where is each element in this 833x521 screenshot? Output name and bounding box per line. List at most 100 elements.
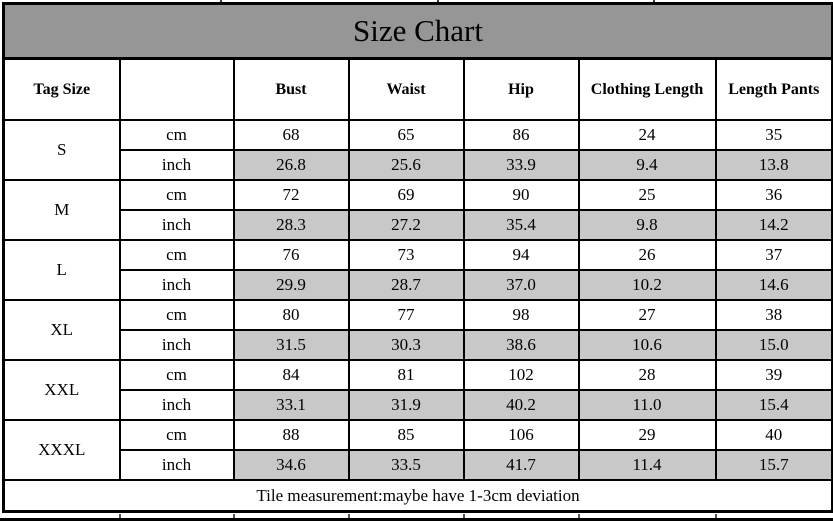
measurement-cell: 80 [232, 299, 350, 331]
size-row-XL-inch: inch 31.5 30.3 38.6 10.6 15.0 [4, 329, 833, 361]
measurement-cell: 15.4 [714, 389, 833, 421]
measurement-cell: 86 [462, 119, 580, 151]
crop-artifact-tick [715, 514, 717, 519]
measurement-cell: 26.8 [232, 149, 350, 181]
measurement-cell: 90 [462, 179, 580, 211]
measurement-cell: 27.2 [347, 209, 465, 241]
measurement-cell: 31.9 [347, 389, 465, 421]
measurement-cell: 25.6 [347, 149, 465, 181]
measurement-cell: 15.0 [714, 329, 833, 361]
measurement-cell: 73 [347, 239, 465, 271]
unit-label-cell: cm [118, 419, 235, 451]
unit-label-cell: inch [118, 209, 235, 241]
tag-size-cell: M [2, 179, 121, 241]
measurement-cell: 106 [462, 419, 580, 451]
crop-artifact-tick [119, 514, 121, 519]
size-row-S-inch: inch 26.8 25.6 33.9 9.4 13.8 [4, 149, 833, 181]
tag-size-cell: XXL [2, 359, 121, 421]
measurement-cell: 72 [232, 179, 350, 211]
size-row-L-inch: inch 29.9 28.7 37.0 10.2 14.6 [4, 269, 833, 301]
title-row: Size Chart [2, 2, 833, 60]
tag-size-cell: S [2, 119, 121, 181]
unit-label-cell: inch [118, 329, 235, 361]
header-row: Tag Size Bust Waist Hip Clothing Length … [2, 57, 833, 121]
measurement-cell: 9.8 [577, 209, 717, 241]
measurement-cell: 9.4 [577, 149, 717, 181]
measurement-cell: 33.5 [347, 449, 465, 481]
unit-label-cell: cm [118, 239, 235, 271]
measurement-cell: 11.0 [577, 389, 717, 421]
size-row-XL-cm: XL cm 80 77 98 27 38 [2, 299, 833, 361]
measurement-cell: 28.3 [232, 209, 350, 241]
measurement-cell: 69 [347, 179, 465, 211]
tag-size-cell: L [2, 239, 121, 301]
measurement-cell: 28 [577, 359, 717, 391]
measurement-cell: 24 [577, 119, 717, 151]
crop-artifact-tick [220, 0, 222, 3]
crop-artifact-tick [348, 514, 350, 519]
measurement-cell: 77 [347, 299, 465, 331]
measurement-cell: 76 [232, 239, 350, 271]
measurement-cell: 29.9 [232, 269, 350, 301]
measurement-cell: 102 [462, 359, 580, 391]
measurement-cell: 38.6 [462, 329, 580, 361]
measurement-cell: 94 [462, 239, 580, 271]
chart-title: Size Chart [2, 2, 833, 60]
measurement-cell: 33.9 [462, 149, 580, 181]
unit-label-cell: cm [118, 299, 235, 331]
col-header-unit [118, 57, 235, 121]
measurement-cell: 68 [232, 119, 350, 151]
measurement-cell: 30.3 [347, 329, 465, 361]
next-table-top-border [0, 518, 833, 521]
size-chart-table: Size Chart Tag Size Bust Waist Hip Cloth… [2, 2, 833, 513]
measurement-cell: 40.2 [462, 389, 580, 421]
col-header-length-pants: Length Pants [714, 57, 833, 121]
unit-label-cell: inch [118, 269, 235, 301]
measurement-cell: 88 [232, 419, 350, 451]
measurement-cell: 29 [577, 419, 717, 451]
measurement-cell: 98 [462, 299, 580, 331]
measurement-cell: 40 [714, 419, 833, 451]
crop-artifact-tick [578, 514, 580, 519]
size-row-XXL-inch: inch 33.1 31.9 40.2 11.0 15.4 [4, 389, 833, 421]
measurement-cell: 34.6 [232, 449, 350, 481]
unit-label-cell: cm [118, 359, 235, 391]
col-header-waist: Waist [347, 57, 465, 121]
measurement-cell: 36 [714, 179, 833, 211]
size-row-XXXL-inch: inch 34.6 33.5 41.7 11.4 15.7 [4, 449, 833, 481]
footer-note: Tile measurement:maybe have 1-3cm deviat… [2, 479, 833, 513]
measurement-cell: 81 [347, 359, 465, 391]
col-header-bust: Bust [232, 57, 350, 121]
measurement-cell: 33.1 [232, 389, 350, 421]
measurement-cell: 41.7 [462, 449, 580, 481]
measurement-cell: 10.6 [577, 329, 717, 361]
measurement-cell: 65 [347, 119, 465, 151]
measurement-cell: 35 [714, 119, 833, 151]
measurement-cell: 13.8 [714, 149, 833, 181]
crop-artifact-tick [233, 514, 235, 519]
crop-artifact-tick [463, 514, 465, 519]
col-header-hip: Hip [462, 57, 580, 121]
measurement-cell: 37.0 [462, 269, 580, 301]
measurement-cell: 11.4 [577, 449, 717, 481]
measurement-cell: 15.7 [714, 449, 833, 481]
col-header-tag-size: Tag Size [2, 57, 121, 121]
measurement-cell: 27 [577, 299, 717, 331]
size-row-XXL-cm: XXL cm 84 81 102 28 39 [2, 359, 833, 421]
measurement-cell: 25 [577, 179, 717, 211]
crop-artifact-tick [437, 0, 439, 3]
measurement-cell: 85 [347, 419, 465, 451]
crop-artifact-tick [653, 0, 655, 3]
measurement-cell: 38 [714, 299, 833, 331]
col-header-clothing-length: Clothing Length [577, 57, 717, 121]
measurement-cell: 84 [232, 359, 350, 391]
measurement-cell: 39 [714, 359, 833, 391]
measurement-cell: 31.5 [232, 329, 350, 361]
size-row-XXXL-cm: XXXL cm 88 85 106 29 40 [2, 419, 833, 481]
tag-size-cell: XL [2, 299, 121, 361]
unit-label-cell: inch [118, 149, 235, 181]
